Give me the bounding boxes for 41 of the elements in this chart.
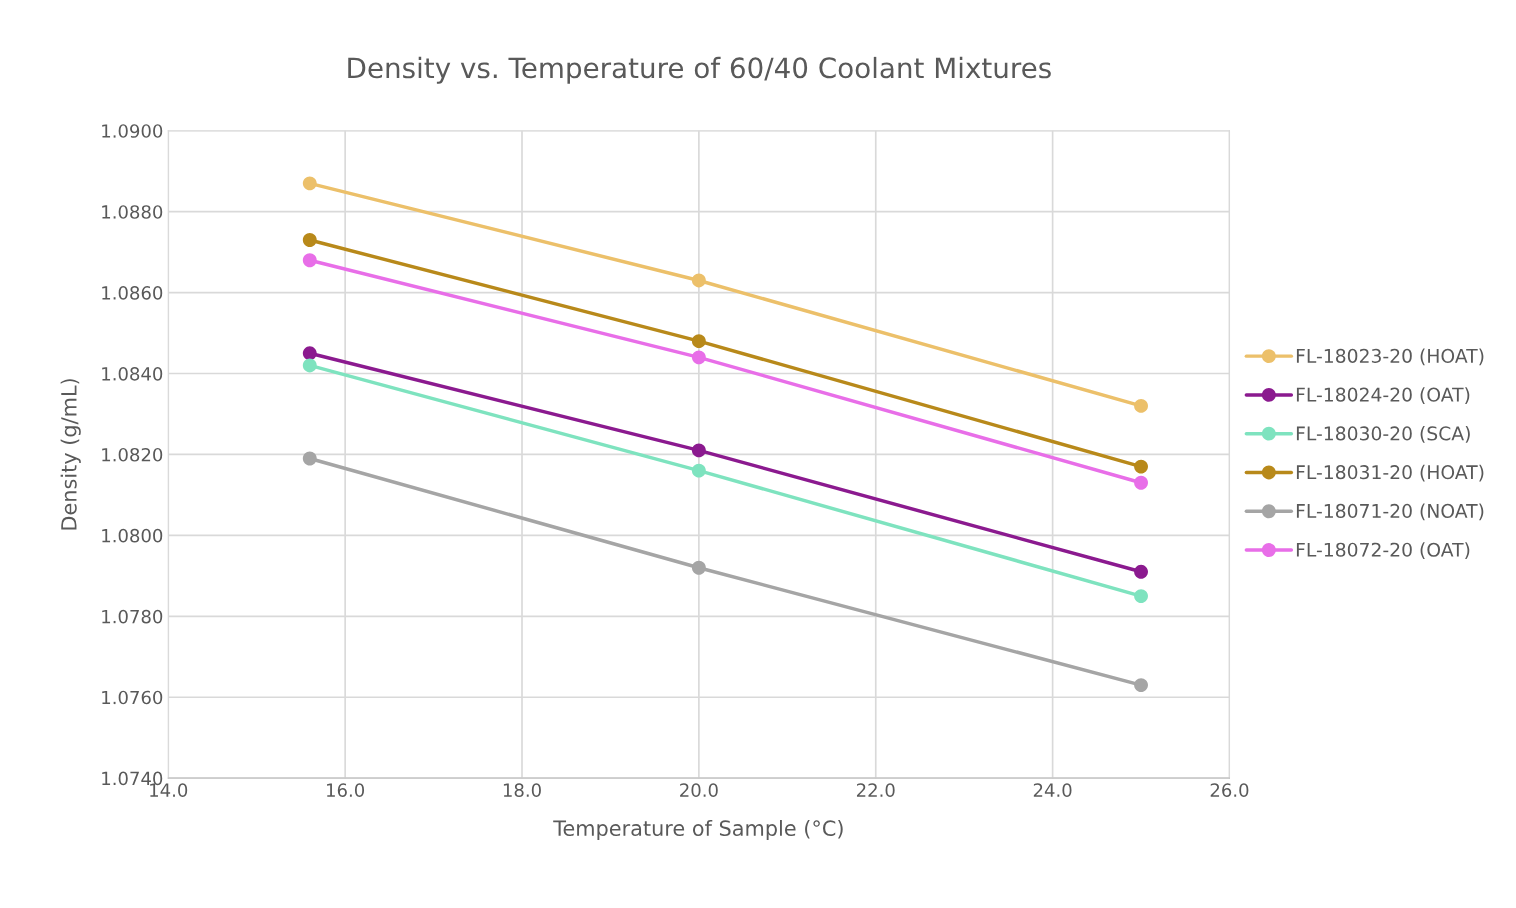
- point: [302, 253, 317, 268]
- chart-title: Density vs. Temperature of 60/40 Coolant Mixtures: [348, 56, 1051, 84]
- point: [691, 560, 706, 575]
- legend-label: FL-18072-20 (OAT): [1296, 542, 1470, 560]
- x-tick-label: 20.0: [680, 783, 718, 797]
- point: [691, 463, 706, 478]
- legend-label: FL-18024-20 (OAT): [1296, 387, 1470, 404]
- legend-label: FL-18071-20 (NOAT): [1296, 503, 1484, 521]
- x-tick-label: 18.0: [503, 783, 541, 797]
- point: [1134, 459, 1148, 474]
- point: [691, 273, 706, 288]
- legend-label: FL-18023-20 (HOAT): [1296, 348, 1484, 366]
- point: [302, 176, 317, 191]
- y-tick-label: 1.0900: [102, 124, 163, 138]
- y-tick-label: 1.0820: [102, 447, 163, 462]
- point: [691, 350, 706, 365]
- y-tick-label: 1.0840: [102, 366, 163, 381]
- x-tick-label: 26.0: [1210, 783, 1249, 797]
- y-tick-label: 1.0800: [102, 528, 163, 543]
- point: [1134, 589, 1148, 604]
- point: [1134, 475, 1148, 490]
- y-axis-title: Density (g/mL): [60, 379, 81, 530]
- point: [302, 451, 317, 466]
- x-tick-label: 24.0: [1033, 783, 1072, 797]
- point: [691, 443, 706, 458]
- y-tick-label: 1.0780: [102, 609, 163, 624]
- legend-label: FL-18031-20 (HOAT): [1296, 464, 1484, 482]
- legend-label: FL-18030-20 (SCA): [1296, 426, 1470, 443]
- y-tick-label: 1.0760: [102, 690, 163, 705]
- x-tick-label: 16.0: [327, 783, 365, 797]
- x-axis-title: Temperature of Sample (°C): [553, 819, 843, 841]
- point: [1134, 398, 1148, 413]
- x-tick-label: 22.0: [856, 783, 895, 797]
- point: [691, 334, 706, 349]
- point: [1134, 564, 1148, 579]
- point: [302, 346, 317, 361]
- y-tick-label: 1.0880: [102, 205, 163, 219]
- point: [1134, 678, 1148, 693]
- y-tick-label: 1.0860: [102, 286, 163, 300]
- point: [302, 358, 317, 373]
- point: [302, 233, 317, 247]
